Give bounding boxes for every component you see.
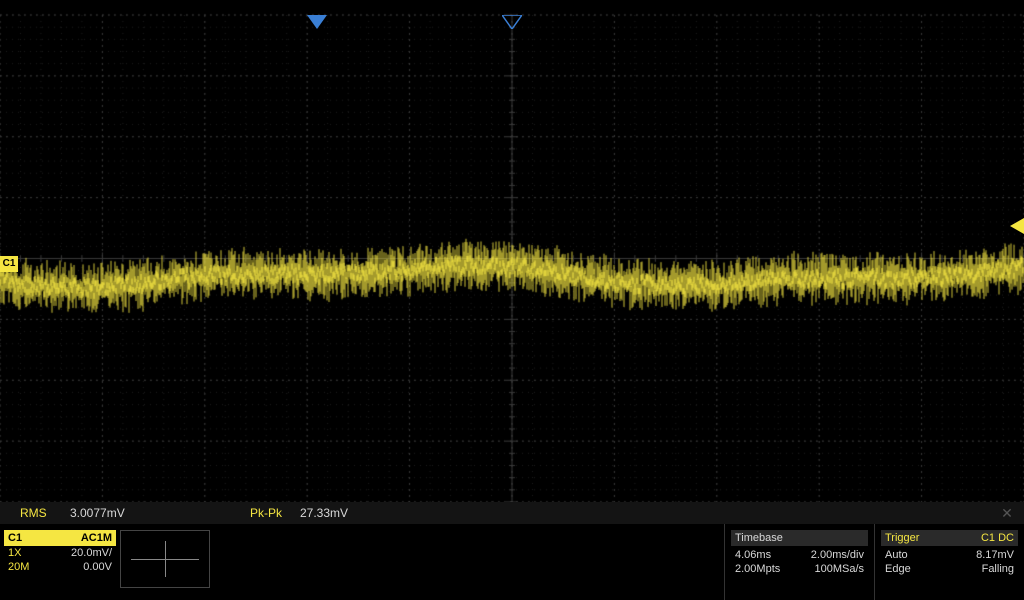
- trigger-title: Trigger: [885, 532, 919, 544]
- measure-value-pkpk: 27.33mV: [300, 506, 460, 520]
- trigger-position-marker[interactable]: [307, 15, 327, 29]
- measure-label-pkpk: Pk-Pk: [230, 506, 300, 520]
- timebase-delay: 4.06ms: [735, 549, 771, 561]
- trigger-type: Edge: [885, 563, 911, 575]
- timebase-panel[interactable]: Timebase 4.06ms 2.00ms/div 2.00Mpts 100M…: [724, 524, 874, 600]
- trigger-center-marker[interactable]: [502, 15, 522, 29]
- trigger-mode: Auto: [885, 549, 908, 561]
- timebase-scale: 2.00ms/div: [811, 549, 864, 561]
- measurement-bar: RMS 3.0077mV Pk-Pk 27.33mV ✕: [0, 502, 1024, 524]
- channel-ground-label[interactable]: C1: [0, 256, 18, 272]
- trigger-level: 8.17mV: [976, 549, 1014, 561]
- trace-canvas: [0, 0, 1024, 502]
- timebase-samplerate: 100MSa/s: [814, 563, 864, 575]
- channel-offset: 0.00V: [83, 561, 112, 573]
- channel-badge: C1 AC1M: [4, 530, 116, 546]
- channel-bw: 20M: [8, 561, 29, 573]
- channel-coupling: AC1M: [81, 532, 112, 544]
- trigger-panel[interactable]: Trigger C1 DC Auto 8.17mV Edge Falling: [874, 524, 1024, 600]
- position-indicator: [120, 530, 210, 588]
- trigger-header: Trigger C1 DC: [881, 530, 1018, 546]
- trigger-slope: Falling: [982, 563, 1014, 575]
- channel-vdiv: 20.0mV/: [71, 547, 112, 559]
- channel-settings-panel[interactable]: C1 AC1M 1X 20.0mV/ 20M 0.00V: [0, 524, 120, 600]
- channel-id: C1: [8, 532, 22, 544]
- measure-value-rms: 3.0077mV: [70, 506, 230, 520]
- channel-probe: 1X: [8, 547, 21, 559]
- measure-label-rms: RMS: [0, 506, 70, 520]
- timebase-header: Timebase: [731, 530, 868, 546]
- trigger-level-marker[interactable]: [1010, 218, 1024, 239]
- close-measurements-button[interactable]: ✕: [998, 504, 1016, 522]
- timebase-mempts: 2.00Mpts: [735, 563, 780, 575]
- waveform-display: C1: [0, 0, 1024, 502]
- trigger-source: C1 DC: [981, 532, 1014, 544]
- timebase-title: Timebase: [735, 532, 783, 544]
- status-bar: C1 AC1M 1X 20.0mV/ 20M 0.00V Timebase 4.…: [0, 524, 1024, 600]
